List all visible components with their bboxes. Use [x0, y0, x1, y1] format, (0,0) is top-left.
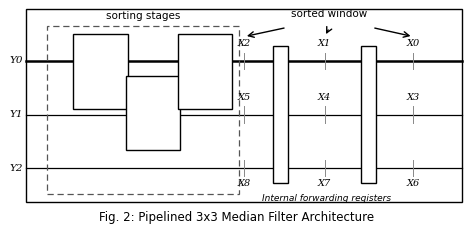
Text: Y1: Y1: [9, 110, 23, 119]
Text: Y0: Y0: [9, 56, 23, 65]
Text: X1: X1: [318, 39, 331, 48]
Text: PE: PE: [197, 67, 213, 76]
Text: X7: X7: [318, 179, 331, 188]
Bar: [361, 46, 376, 183]
Bar: [73, 34, 128, 109]
Text: PE: PE: [145, 108, 161, 118]
Text: X0: X0: [407, 39, 420, 48]
Bar: [178, 34, 232, 109]
Text: Y2: Y2: [9, 164, 23, 173]
Text: X5: X5: [237, 93, 251, 102]
Text: sorted window: sorted window: [292, 9, 367, 19]
Text: X3: X3: [407, 93, 420, 102]
Text: Internal forwarding registers: Internal forwarding registers: [263, 194, 392, 202]
Bar: [26, 9, 462, 202]
Text: X2: X2: [237, 39, 251, 48]
Bar: [47, 26, 239, 194]
Bar: [126, 76, 180, 150]
Text: X4: X4: [318, 93, 331, 102]
Text: Fig. 2: Pipelined 3x3 Median Filter Architecture: Fig. 2: Pipelined 3x3 Median Filter Arch…: [100, 211, 374, 224]
Text: PE: PE: [93, 67, 109, 76]
Bar: [273, 46, 288, 183]
Text: sorting stages: sorting stages: [106, 11, 181, 21]
Text: R
E
G: R E G: [365, 98, 373, 131]
Text: X6: X6: [407, 179, 420, 188]
Text: X8: X8: [237, 179, 251, 188]
Text: R
E
G: R E G: [276, 98, 284, 131]
